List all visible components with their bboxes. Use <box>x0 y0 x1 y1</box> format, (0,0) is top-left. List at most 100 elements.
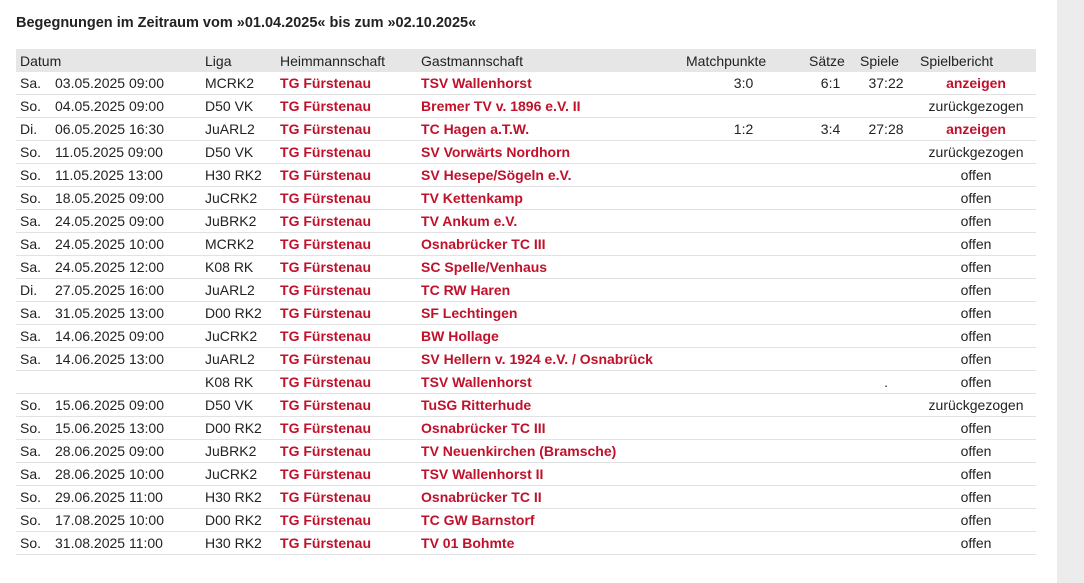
cell-home-team: TG Fürstenau <box>276 324 418 348</box>
guest-team-link[interactable]: TC Hagen a.T.W. <box>421 121 530 137</box>
cell-spiele <box>856 163 917 187</box>
guest-team-link[interactable]: TC RW Haren <box>421 282 511 298</box>
cell-spielbericht: offen <box>916 324 1037 348</box>
guest-team-link[interactable]: SV Vorwärts Nordhorn <box>421 144 571 160</box>
home-team-link[interactable]: TG Fürstenau <box>280 374 372 390</box>
home-team-link[interactable]: TG Fürstenau <box>280 190 372 206</box>
report-status: zurückgezogen <box>928 144 1024 160</box>
home-team-link[interactable]: TG Fürstenau <box>280 489 372 505</box>
guest-team-link[interactable]: TC GW Barnstorf <box>421 512 535 528</box>
guest-team-link[interactable]: Osnabrücker TC III <box>421 420 546 436</box>
report-status: offen <box>960 374 992 390</box>
guest-team-link[interactable]: TV Ankum e.V. <box>421 213 518 229</box>
home-team-link[interactable]: TG Fürstenau <box>280 535 372 551</box>
cell-date: 11.05.2025 13:00 <box>51 163 202 187</box>
guest-team-link[interactable]: TV Kettenkamp <box>421 190 523 206</box>
cell-saetze <box>805 370 857 394</box>
report-status: offen <box>960 466 992 482</box>
header-spiele: Spiele <box>860 52 899 69</box>
cell-home-team: TG Fürstenau <box>276 117 418 141</box>
cell-matchpunkte <box>682 163 806 187</box>
guest-team-link[interactable]: BW Hollage <box>421 328 499 344</box>
guest-team-link[interactable]: TSV Wallenhorst II <box>421 466 544 482</box>
report-link[interactable]: anzeigen <box>946 121 1006 137</box>
cell-date: 15.06.2025 09:00 <box>51 393 202 417</box>
table-row: So. 15.06.2025 13:00 D00 RK2 TG Fürstenau Os… <box>16 416 1037 440</box>
guest-team-link[interactable]: SV Hellern v. 1924 e.V. / Osnabrück <box>421 351 653 367</box>
cell-matchpunkte <box>682 278 806 302</box>
cell-guest-team: TSV Wallenhorst <box>417 370 683 394</box>
cell-matchpunkte <box>682 255 806 279</box>
cell-date: 31.08.2025 11:00 <box>51 531 202 555</box>
home-team-link[interactable]: TG Fürstenau <box>280 397 372 413</box>
guest-team-link[interactable]: Osnabrücker TC III <box>421 236 546 252</box>
cell-saetze <box>805 508 857 532</box>
matches-section: Begegnungen im Zeitraum vom »01.04.2025«… <box>16 12 1037 555</box>
home-team-link[interactable]: TG Fürstenau <box>280 98 372 114</box>
matches-table: Datum Liga Heimmannschaft Gastmannschaft… <box>16 49 1037 555</box>
guest-team-link[interactable]: TSV Wallenhorst <box>421 374 532 390</box>
cell-day: Di. <box>16 117 51 141</box>
report-status: offen <box>960 328 992 344</box>
table-row: Sa. 31.05.2025 13:00 D00 RK2 TG Fürstenau SF… <box>16 301 1037 325</box>
cell-liga: JuCRK2 <box>201 462 277 486</box>
cell-spiele <box>856 416 917 440</box>
cell-day: Sa. <box>16 301 51 325</box>
guest-team-link[interactable]: Bremer TV v. 1896 e.V. II <box>421 98 581 114</box>
cell-spielbericht: offen <box>916 232 1037 256</box>
header-matchpunkte: Matchpunkte <box>686 52 767 69</box>
home-team-link[interactable]: TG Fürstenau <box>280 236 372 252</box>
home-team-link[interactable]: TG Fürstenau <box>280 259 372 275</box>
home-team-link[interactable]: TG Fürstenau <box>280 443 372 459</box>
home-team-link[interactable]: TG Fürstenau <box>280 420 372 436</box>
home-team-link[interactable]: TG Fürstenau <box>280 75 372 91</box>
report-link[interactable]: anzeigen <box>946 75 1006 91</box>
header-gastmannschaft: Gastmannschaft <box>421 52 523 69</box>
cell-guest-team: TV 01 Bohmte <box>417 531 683 555</box>
scrollbar-track[interactable] <box>1057 0 1084 583</box>
cell-spielbericht: offen <box>916 462 1037 486</box>
guest-team-link[interactable]: TV Neuenkirchen (Bramsche) <box>421 443 617 459</box>
cell-date: 28.06.2025 09:00 <box>51 439 202 463</box>
home-team-link[interactable]: TG Fürstenau <box>280 512 372 528</box>
home-team-link[interactable]: TG Fürstenau <box>280 213 372 229</box>
cell-matchpunkte <box>682 462 806 486</box>
cell-date: 06.05.2025 16:30 <box>51 117 202 141</box>
cell-guest-team: TC RW Haren <box>417 278 683 302</box>
home-team-link[interactable]: TG Fürstenau <box>280 305 372 321</box>
guest-team-link[interactable]: TSV Wallenhorst <box>421 75 532 91</box>
table-row: Sa. 14.06.2025 13:00 JuARL2 TG Fürstenau SV … <box>16 347 1037 371</box>
cell-day: So. <box>16 485 51 509</box>
cell-saetze <box>805 393 857 417</box>
guest-team-link[interactable]: Osnabrücker TC II <box>421 489 542 505</box>
home-team-link[interactable]: TG Fürstenau <box>280 282 372 298</box>
cell-liga: MCRK2 <box>201 232 277 256</box>
cell-spiele <box>856 94 917 118</box>
home-team-link[interactable]: TG Fürstenau <box>280 328 372 344</box>
table-body: Sa. 03.05.2025 09:00 MCRK2 TG Fürstenau TSV … <box>16 72 1037 555</box>
guest-team-link[interactable]: SF Lechtingen <box>421 305 518 321</box>
cell-liga: D00 RK2 <box>201 301 277 325</box>
cell-matchpunkte <box>682 416 806 440</box>
home-team-link[interactable]: TG Fürstenau <box>280 351 372 367</box>
cell-day: Di. <box>16 278 51 302</box>
home-team-link[interactable]: TG Fürstenau <box>280 466 372 482</box>
cell-day: So. <box>16 186 51 210</box>
cell-home-team: TG Fürstenau <box>276 72 418 95</box>
report-status: offen <box>960 190 992 206</box>
cell-saetze <box>805 301 857 325</box>
guest-team-link[interactable]: TV 01 Bohmte <box>421 535 515 551</box>
home-team-link[interactable]: TG Fürstenau <box>280 121 372 137</box>
cell-saetze <box>805 278 857 302</box>
home-team-link[interactable]: TG Fürstenau <box>280 167 372 183</box>
cell-matchpunkte <box>682 209 806 233</box>
cell-home-team: TG Fürstenau <box>276 278 418 302</box>
guest-team-link[interactable]: SV Hesepe/Sögeln e.V. <box>421 167 572 183</box>
cell-home-team: TG Fürstenau <box>276 94 418 118</box>
guest-team-link[interactable]: TuSG Ritterhude <box>421 397 532 413</box>
report-status: offen <box>960 259 992 275</box>
guest-team-link[interactable]: SC Spelle/Venhaus <box>421 259 548 275</box>
cell-date: 28.06.2025 10:00 <box>51 462 202 486</box>
report-status: offen <box>960 420 992 436</box>
home-team-link[interactable]: TG Fürstenau <box>280 144 372 160</box>
